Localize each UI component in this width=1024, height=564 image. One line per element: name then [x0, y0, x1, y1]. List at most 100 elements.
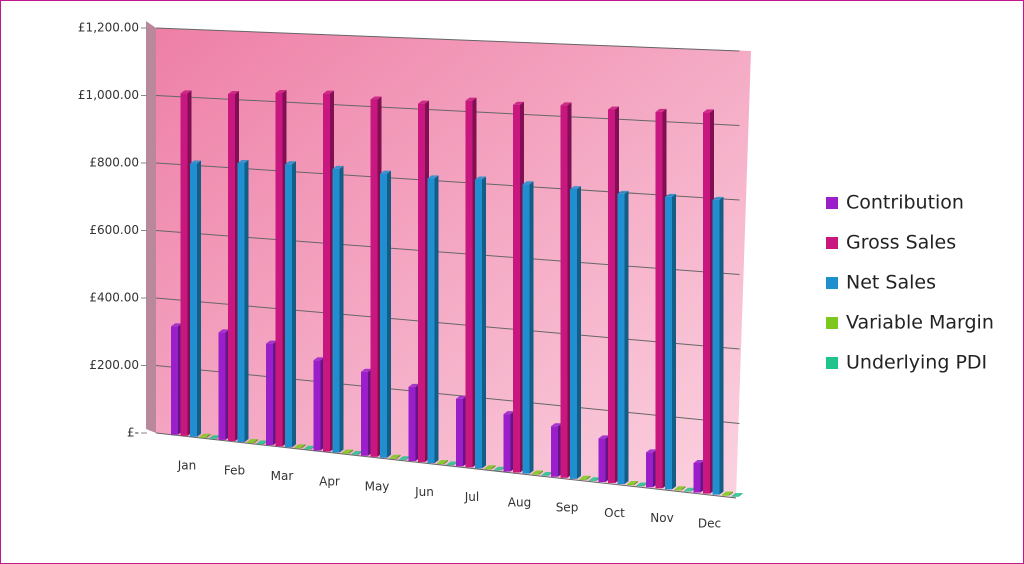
- bar-top: [399, 456, 410, 460]
- bar-side: [491, 465, 496, 470]
- bar-top: [418, 100, 429, 104]
- bar: [427, 178, 435, 464]
- bar-top: [275, 89, 287, 93]
- bar-top: [674, 486, 686, 490]
- bar-top: [294, 444, 306, 448]
- bar-side: [672, 193, 676, 490]
- bar-top: [171, 323, 182, 327]
- bar-top: [627, 481, 638, 485]
- bar-top: [323, 90, 334, 94]
- bar-top: [551, 423, 562, 427]
- y-tick-label: £-: [127, 426, 139, 440]
- bar-top: [370, 96, 382, 100]
- bar: [560, 105, 568, 478]
- bar-top: [589, 477, 600, 481]
- bar: [247, 442, 254, 444]
- bar: [627, 484, 634, 486]
- x-tick-label: Oct: [604, 506, 625, 520]
- bar-top: [570, 186, 581, 190]
- y-tick-label: £1,200.00: [78, 21, 139, 35]
- bar-top: [703, 109, 714, 113]
- bar-side: [719, 196, 724, 495]
- bar-side: [729, 491, 733, 496]
- bar: [418, 103, 425, 463]
- bar-side: [254, 439, 258, 444]
- bar: [342, 452, 349, 454]
- bar-top: [722, 491, 733, 495]
- bar: [513, 104, 520, 473]
- bar-top: [190, 160, 201, 164]
- bar-top: [218, 329, 230, 333]
- legend-label: Gross Sales: [846, 232, 956, 254]
- bar-side: [577, 186, 581, 479]
- bar-top: [456, 395, 467, 399]
- y-tick-label: £1,000.00: [78, 88, 139, 102]
- bar-top: [560, 102, 572, 106]
- bar-top: [579, 475, 591, 479]
- x-tick-label: Sep: [556, 501, 579, 515]
- bar-top: [389, 454, 401, 458]
- bar-side: [301, 444, 306, 449]
- bar-side: [482, 176, 486, 469]
- bar: [655, 111, 663, 489]
- bar-top: [475, 176, 486, 180]
- bar: [190, 163, 197, 437]
- bar: [171, 326, 178, 435]
- bar-side: [529, 181, 534, 474]
- legend-swatch: [826, 317, 838, 329]
- bar-side: [206, 433, 211, 438]
- x-tick-label: Jul: [464, 490, 479, 504]
- bar: [570, 189, 577, 479]
- bar: [503, 414, 511, 472]
- bar-top: [209, 435, 220, 439]
- bar: [674, 489, 682, 491]
- bar-side: [681, 486, 686, 491]
- bar-top: [513, 101, 524, 105]
- bar: [199, 436, 207, 438]
- bar-top: [408, 383, 420, 387]
- bar: [465, 100, 473, 468]
- bar-side: [396, 454, 401, 459]
- bar: [323, 93, 330, 452]
- bar: [712, 199, 720, 495]
- bar-top: [665, 193, 676, 197]
- bar: [408, 386, 416, 461]
- bar-top: [351, 450, 363, 454]
- grid-line: [155, 230, 740, 275]
- bar-top: [684, 487, 695, 491]
- bar: [218, 332, 226, 440]
- bar-side: [434, 175, 439, 464]
- bar-top: [636, 482, 648, 486]
- y-tick-label: £800.00: [89, 156, 139, 170]
- bar: [665, 196, 672, 490]
- bar-top: [503, 411, 515, 415]
- y-tick-label: £200.00: [89, 358, 139, 372]
- bar-top: [712, 196, 724, 200]
- bar-top: [655, 108, 667, 112]
- bar-top: [731, 492, 743, 496]
- bar-top: [541, 471, 553, 475]
- bar-top: [256, 440, 268, 444]
- legend-swatch: [826, 357, 838, 369]
- bar-top: [332, 165, 344, 169]
- bar: [703, 112, 710, 494]
- x-tick-label: Apr: [319, 474, 340, 488]
- bar-side: [349, 449, 353, 454]
- bar: [256, 443, 264, 445]
- bar-top: [380, 170, 391, 174]
- bar-top: [361, 368, 372, 372]
- bar-side: [292, 161, 296, 448]
- bar: [237, 163, 245, 443]
- x-tick-label: Aug: [508, 495, 531, 509]
- bar: [722, 494, 729, 496]
- bar-side: [387, 170, 391, 458]
- bar-top: [304, 445, 315, 449]
- legend-label: Underlying PDI: [846, 352, 987, 374]
- bar: [209, 438, 216, 439]
- bar-top: [446, 461, 458, 465]
- x-tick-label: Mar: [271, 469, 294, 483]
- bar-top: [693, 459, 705, 463]
- bar: [522, 184, 530, 474]
- bar-top: [494, 466, 505, 470]
